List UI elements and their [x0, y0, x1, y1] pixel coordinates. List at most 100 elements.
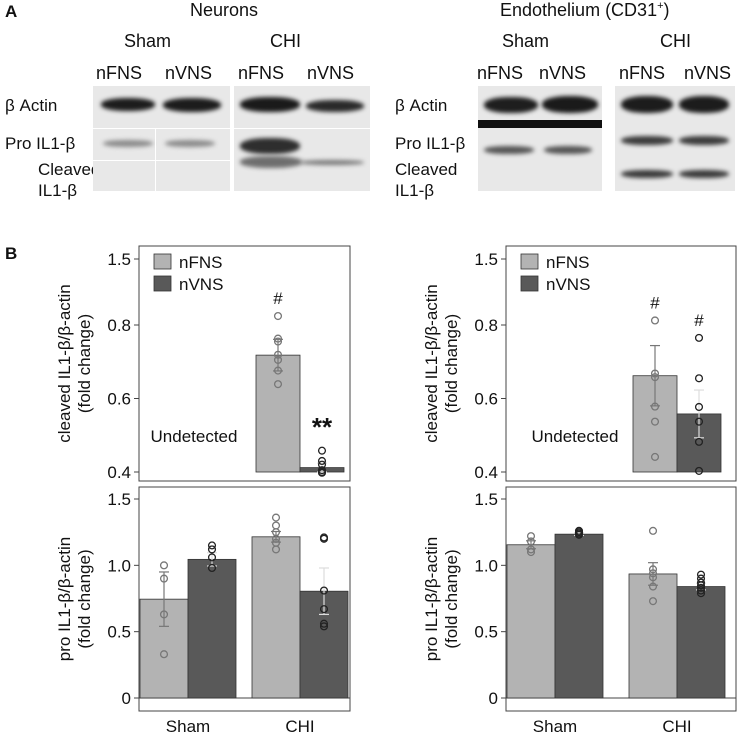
data-point	[526, 532, 536, 541]
row-label-beta-actin: β Actin	[5, 96, 58, 115]
data-point	[526, 548, 536, 557]
data-point	[650, 373, 660, 382]
row-label-pro-il1b: Pro IL1-β	[5, 134, 76, 153]
data-point	[273, 355, 283, 364]
y-axis-label: pro IL1-β/β-actin	[55, 537, 74, 661]
data-point	[648, 569, 658, 578]
y-tick-label: 1.0	[107, 556, 131, 575]
data-point	[650, 417, 660, 426]
bar-nfns	[251, 536, 301, 699]
data-point	[273, 311, 283, 321]
significance-hash: #	[273, 289, 283, 308]
data-point	[207, 563, 217, 573]
data-point	[319, 534, 329, 543]
data-point	[273, 350, 283, 359]
blot-image-endothelium-chi	[615, 86, 735, 191]
data-point	[273, 380, 283, 389]
data-point	[317, 446, 327, 455]
data-point	[317, 456, 327, 466]
data-point	[271, 521, 281, 530]
data-point	[526, 537, 536, 546]
y-axis-label: pro IL1-β/β-actin	[422, 537, 441, 661]
y-tick-label: 0.8	[107, 316, 131, 335]
data-point	[696, 586, 706, 595]
y-axis-label: (fold change)	[442, 314, 461, 413]
data-point	[696, 578, 706, 587]
data-point	[207, 545, 217, 554]
y-tick-label: 0.4	[107, 463, 131, 482]
data-point	[207, 541, 217, 550]
y-tick-label: 0.6	[474, 390, 498, 409]
data-point	[694, 466, 704, 475]
data-point	[271, 534, 281, 543]
x-tick-label: Sham	[533, 717, 577, 736]
significance-stars: **	[312, 412, 333, 442]
y-tick-label: 1.5	[474, 250, 498, 269]
blot-image-neurons-sham	[93, 86, 230, 191]
lane-label: nFNS	[96, 63, 143, 83]
row-label-il1b: IL1-β	[395, 181, 435, 200]
blot-title-neurons: Neurons	[190, 0, 259, 20]
y-tick-label: 1.5	[107, 490, 131, 509]
data-point	[319, 622, 329, 631]
blot-image-endothelium-sham	[478, 86, 602, 191]
data-point	[694, 417, 704, 426]
plot-frame	[505, 486, 737, 712]
lane-label: nVNS	[307, 63, 355, 83]
y-tick-label: 1.0	[474, 556, 498, 575]
undetected-label: Undetected	[532, 427, 619, 446]
row-label-cleaved: Cleaved	[38, 160, 101, 179]
lane-label: nVNS	[539, 63, 587, 83]
significance-hash: #	[694, 311, 704, 330]
y-tick-label: 0	[489, 689, 498, 708]
data-point	[271, 545, 281, 554]
legend-label: nFNS	[179, 253, 222, 272]
bar-nfns	[506, 544, 556, 699]
y-axis-label: (fold change)	[75, 314, 94, 413]
plot-frame	[138, 245, 351, 482]
data-point	[696, 589, 706, 598]
data-point	[271, 513, 281, 522]
y-axis-label: (fold change)	[442, 549, 461, 648]
y-tick-label: 0	[122, 689, 131, 708]
data-point	[317, 468, 327, 477]
x-tick-label: Sham	[166, 717, 210, 736]
y-tick-label: 1.5	[474, 490, 498, 509]
data-point	[159, 561, 169, 570]
row-label-beta-actin: β Actin	[395, 96, 448, 115]
data-point	[273, 334, 283, 343]
data-point	[694, 402, 704, 412]
undetected-label: Undetected	[151, 427, 238, 446]
data-point	[273, 366, 283, 375]
data-point	[650, 402, 660, 411]
y-axis-label: cleaved IL1-β/β-actin	[55, 284, 74, 442]
lane-label: nFNS	[238, 63, 285, 83]
data-point	[648, 582, 658, 591]
legend-label: nVNS	[546, 275, 590, 294]
panel-label-b: B	[5, 244, 18, 263]
lane-label: nFNS	[619, 63, 666, 83]
significance-hash: #	[650, 293, 660, 312]
y-axis-label: (fold change)	[75, 549, 94, 648]
group-label-sham: Sham	[124, 31, 172, 51]
data-point	[694, 437, 704, 446]
group-label-chi: CHI	[270, 31, 301, 51]
data-point	[319, 586, 329, 595]
y-tick-label: 0.8	[474, 316, 498, 335]
legend-swatch	[153, 253, 172, 270]
blot-image-neurons-chi	[234, 86, 370, 191]
data-point	[650, 316, 660, 325]
x-tick-label: CHI	[285, 717, 314, 736]
data-point	[694, 374, 704, 383]
legend-label: nFNS	[546, 253, 589, 272]
plot-frame	[505, 245, 737, 482]
data-point	[648, 573, 658, 582]
bar-nfns	[255, 354, 301, 473]
bar-nvns	[554, 533, 604, 699]
legend-label: nVNS	[179, 275, 223, 294]
data-point	[319, 605, 329, 614]
panel-label-a: A	[5, 2, 18, 21]
y-tick-label: 1.5	[107, 250, 131, 269]
data-point	[696, 583, 706, 592]
data-point	[648, 526, 658, 535]
